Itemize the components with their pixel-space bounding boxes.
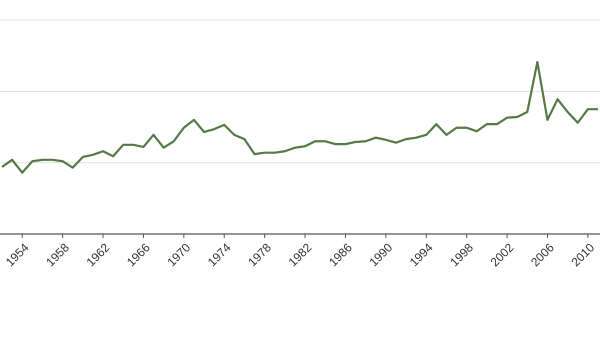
x-tick-label: 1966 [124, 240, 153, 269]
x-tick-label: 1954 [3, 240, 32, 269]
x-tick-label: 1990 [366, 240, 395, 269]
x-tick-label: 1970 [164, 240, 193, 269]
x-tick-label: 1962 [84, 240, 113, 269]
x-tick-label: 1994 [407, 240, 436, 269]
x-tick-label: 2006 [528, 240, 557, 269]
data-line [1, 60, 598, 174]
x-tick-label: 1978 [245, 240, 274, 269]
x-tick-label: 1998 [447, 240, 476, 269]
x-tick-label: 2002 [488, 240, 517, 269]
x-tick-label: 1982 [286, 240, 315, 269]
x-tick-label: 2010 [568, 240, 597, 269]
x-tick-label: 1986 [326, 240, 355, 269]
x-tick-label: 1974 [205, 240, 234, 269]
x-tick-label: 1958 [43, 240, 72, 269]
